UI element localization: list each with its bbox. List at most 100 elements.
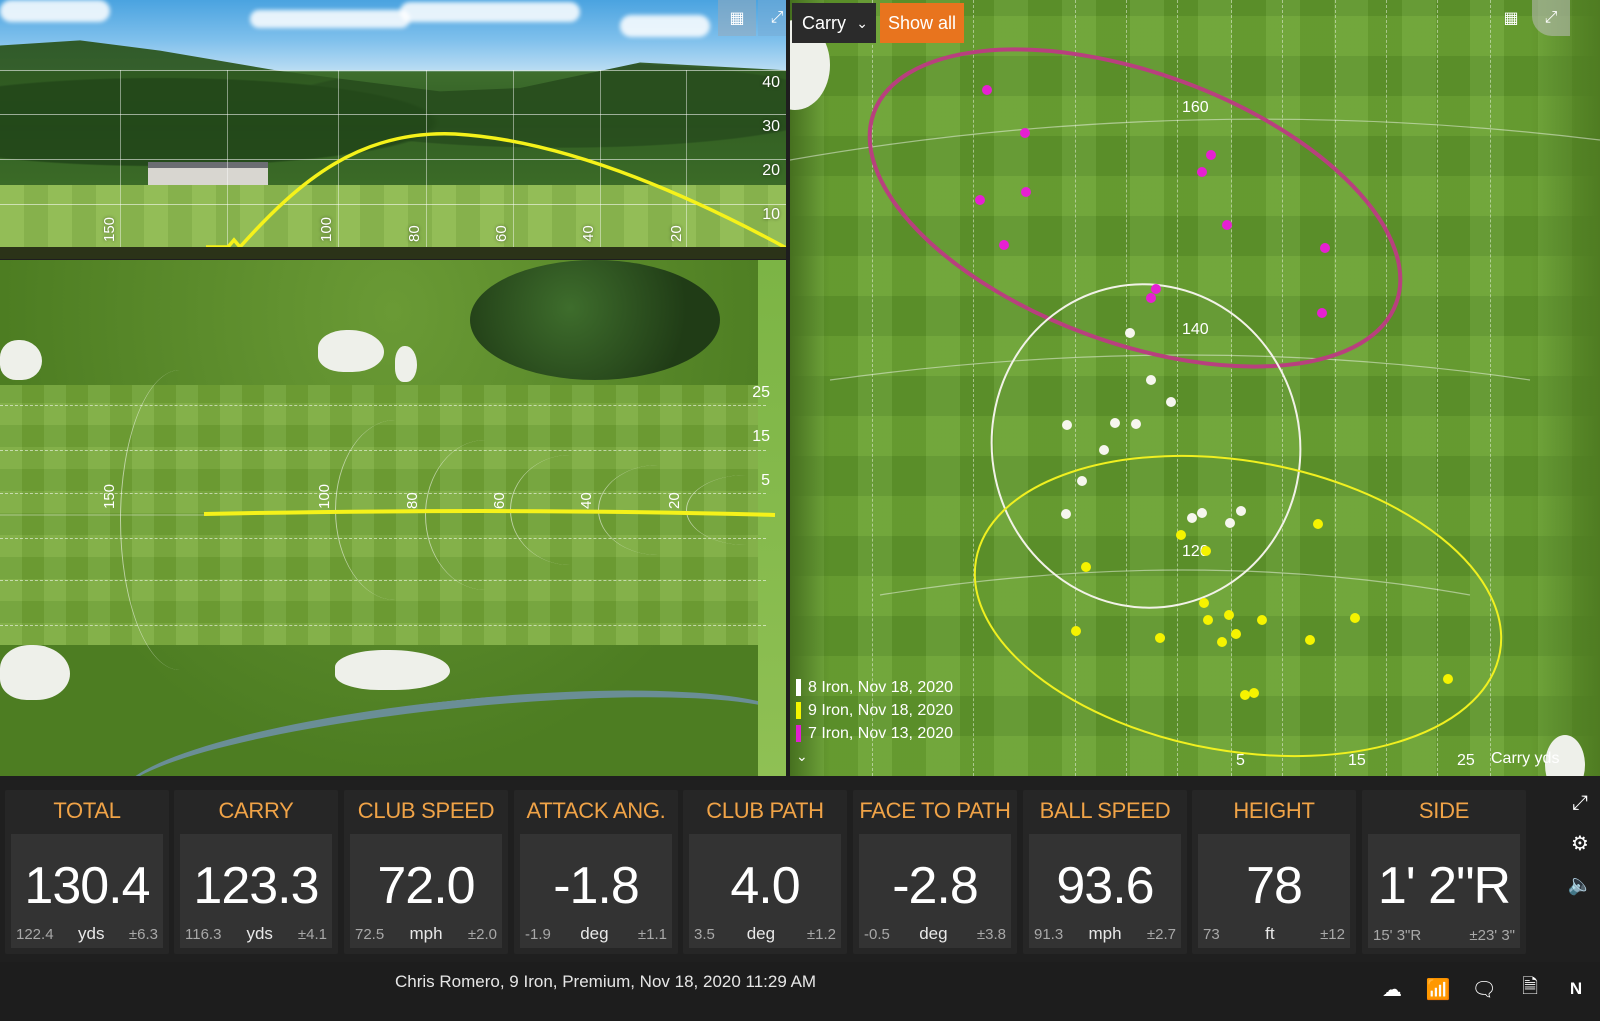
legend-swatch [796,702,801,719]
expand-icon: ⤢ [1544,9,1558,26]
grid-line [1282,0,1283,776]
bunker [1545,735,1585,776]
metric-unit: yds [77,924,105,943]
cloud [0,0,110,22]
metric-tile-club-path[interactable]: CLUB PATH 4.0 3.5 deg ±1.2 [683,790,847,954]
legend-swatch [796,679,801,696]
side-tick: 25 [752,384,770,401]
rough [1530,0,1600,776]
legend-item[interactable]: 7 Iron, Nov 13, 2020 [796,722,953,745]
grid-line [0,204,800,205]
distance-label: 140 [1182,321,1209,338]
speaker-icon[interactable]: 🔈 [1567,874,1593,896]
metric-label: FACE TO PATH [859,798,1011,823]
show-all-button[interactable]: Show all [880,3,965,43]
metric-deviation: ±1.2 [806,926,836,943]
metric-value: -2.8 [892,857,979,915]
metric-tile-side[interactable]: SIDE 1' 2"R 15' 3"R ±23' 3" [1362,790,1526,954]
grid-line [0,114,800,115]
metric-tile-face-to-path[interactable]: FACE TO PATH -2.8 -0.5 deg ±3.8 [853,790,1017,954]
metric-deviation: ±2.0 [467,926,497,943]
metric-unit: ft [1265,924,1275,943]
side-tick: 25 [1457,752,1475,769]
legend-label: 7 Iron, Nov 13, 2020 [808,724,953,742]
metric-average: 3.5 [694,926,715,943]
grid-icon: ▦ [729,10,745,27]
layout-grid-button[interactable]: ▦ [718,0,756,36]
side-tick: 5 [761,472,770,489]
legend-swatch [796,725,801,742]
grid-line [1490,0,1491,776]
tee-box [758,260,786,776]
metric-unit: mph [409,924,443,943]
metric-tile-carry[interactable]: CARRY 123.3 116.3 yds ±4.1 [174,790,338,954]
file-upload-icon[interactable]: 🗎 [1521,976,1539,998]
metric-value: 1' 2"R [1377,857,1511,915]
bunker [318,330,384,372]
grid-line [872,0,873,776]
grid-line [513,70,514,250]
bunker [335,650,450,690]
side-tick: 5 [1236,752,1245,769]
ball-trajectory-top [0,509,776,517]
expand-button[interactable]: ⤢ [1532,0,1570,36]
metric-tile-total[interactable]: TOTAL 130.4 122.4 yds ±6.3 [5,790,169,954]
ball-trajectory-side [206,132,791,250]
axis-label: Carry yds [1491,750,1560,767]
metric-tile-ball-speed[interactable]: BALL SPEED 93.6 91.3 mph ±2.7 [1023,790,1187,954]
metric-select[interactable]: Carry ⌄ [792,3,876,43]
grid-line [600,70,601,250]
layout-grid-button[interactable]: ▦ [1492,0,1530,36]
gear-icon[interactable]: ⚙ [1571,833,1589,855]
metric-unit: mph [1088,924,1122,943]
bunker [0,340,42,380]
grid-line [973,0,974,776]
legend-collapse-button[interactable]: ⌄ [796,748,808,765]
grid-line [1177,0,1178,776]
metric-tile-height[interactable]: HEIGHT 78 73 ft ±12 [1192,790,1356,954]
metric-label: CLUB SPEED [357,798,495,823]
metric-value: 123.3 [193,857,319,915]
distance-label: 120 [1182,543,1209,560]
metric-label: HEIGHT [1233,798,1315,823]
metric-label: CLUB PATH [706,798,824,823]
user-initial-button[interactable]: N [1569,979,1583,998]
bunker [0,645,70,700]
expand-icon: ⤢ [770,9,784,26]
cloud-upload-icon[interactable]: ☁ [1382,978,1402,1001]
metric-average: 72.5 [355,926,385,943]
grid-line [1335,0,1336,776]
metric-value: -1.8 [553,857,640,915]
tree [470,260,720,380]
metric-average: 122.4 [16,926,54,943]
metrics-bar: TOTAL 130.4 122.4 yds ±6.3 CARRY 123.3 1… [0,776,1600,962]
expand-icon[interactable]: ⤢ [1572,792,1588,814]
grid-line [0,625,766,626]
fairway [0,185,800,250]
metric-label: SIDE [1418,798,1470,823]
side-trajectory-view: 40 30 20 10 150 100 80 60 40 20 ▦ ⤢ [0,0,800,250]
height-tick: 10 [762,206,780,223]
metric-unit: deg [746,924,776,943]
height-tick: 30 [762,118,780,135]
legend-item[interactable]: 8 Iron, Nov 18, 2020 [796,676,953,699]
metric-tile-club-speed[interactable]: CLUB SPEED 72.0 72.5 mph ±2.0 [344,790,508,954]
legend-item[interactable]: 9 Iron, Nov 18, 2020 [796,699,953,722]
side-tick: 15 [752,428,770,445]
metrics-tools: ⤢ ⚙ 🔈 [1560,792,1600,897]
metric-value: 78 [1246,857,1303,915]
grid-line [1126,0,1127,776]
chart-icon[interactable]: 📶 [1425,978,1451,1001]
shots-8-iron [1061,328,1246,528]
distance-label: 160 [1182,99,1209,116]
metric-unit: yds [246,924,273,943]
metric-tile-attack-angle[interactable]: ATTACK ANG. -1.8 -1.9 deg ±1.1 [514,790,678,954]
cloud [620,15,710,37]
distance-arc [425,440,485,590]
rough [790,0,830,776]
bunker [395,346,417,382]
metric-average: 15' 3"R [1373,927,1422,944]
metric-label: TOTAL [53,798,121,823]
video-comment-icon[interactable]: 🗨 [1471,978,1497,1001]
metric-deviation: ±6.3 [128,926,158,943]
